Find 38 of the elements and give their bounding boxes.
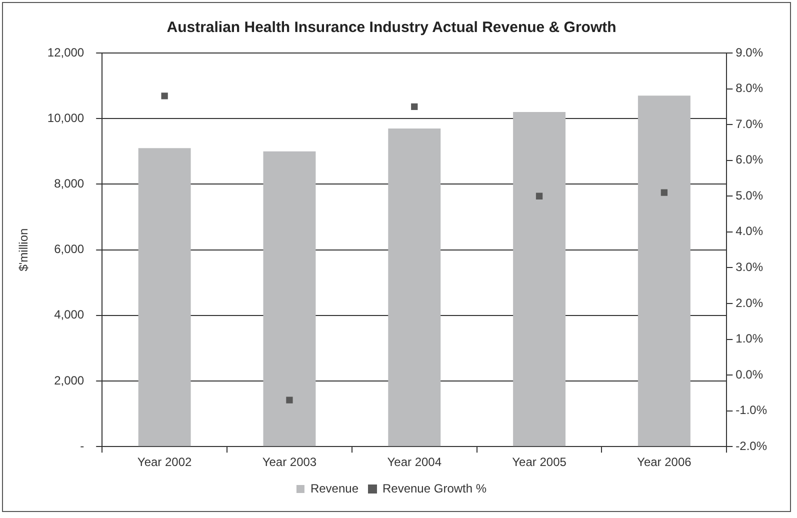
point — [161, 92, 168, 100]
y2-tick-label: 3.0% — [736, 260, 764, 274]
y2-tick-label: -2.0% — [736, 438, 768, 453]
y2-tick-label: 7.0% — [736, 116, 764, 131]
point — [286, 396, 293, 404]
y2-tick-label: 8.0% — [736, 81, 764, 96]
y2-tick-label: 9.0% — [736, 45, 764, 60]
bar — [138, 148, 191, 446]
y-tick-label: 12,000 — [47, 45, 84, 60]
y-tick-label: 4,000 — [54, 308, 84, 322]
y-tick-label: 2,000 — [54, 373, 84, 388]
point — [411, 103, 418, 110]
y2-tick-label: 6.0% — [736, 152, 764, 167]
legend-label: Revenue Growth % — [382, 481, 487, 496]
y-tick-label: 6,000 — [54, 242, 84, 256]
x-tick-label: Year 2004 — [387, 455, 442, 470]
y2-tick-label: 4.0% — [736, 224, 764, 238]
chart-title: Australian Health Insurance Industry Actual Revenue & Growth — [166, 19, 616, 36]
y2-tick-label: 0.0% — [736, 367, 764, 382]
bar — [388, 128, 441, 446]
point — [660, 189, 668, 196]
x-tick-label: Year 2005 — [512, 455, 567, 470]
y-tick-label: 8,000 — [54, 176, 84, 191]
x-tick-label: Year 2003 — [262, 455, 317, 470]
y-tick-label: 10,000 — [47, 110, 84, 125]
y2-tick-label: 2.0% — [736, 296, 764, 310]
bar — [638, 96, 690, 446]
point — [536, 192, 543, 200]
y2-tick-label: -1.0% — [736, 403, 768, 418]
legend-label: Revenue — [310, 481, 359, 496]
y2-tick-label: 1.0% — [736, 332, 764, 346]
x-tick-label: Year 2006 — [637, 455, 692, 470]
bar — [513, 112, 566, 446]
bar — [263, 151, 316, 446]
y-axis-title: $'million — [16, 228, 31, 272]
y2-tick-label: 5.0% — [736, 188, 764, 202]
y-tick-label: - — [80, 438, 84, 453]
x-tick-label: Year 2002 — [137, 455, 192, 470]
